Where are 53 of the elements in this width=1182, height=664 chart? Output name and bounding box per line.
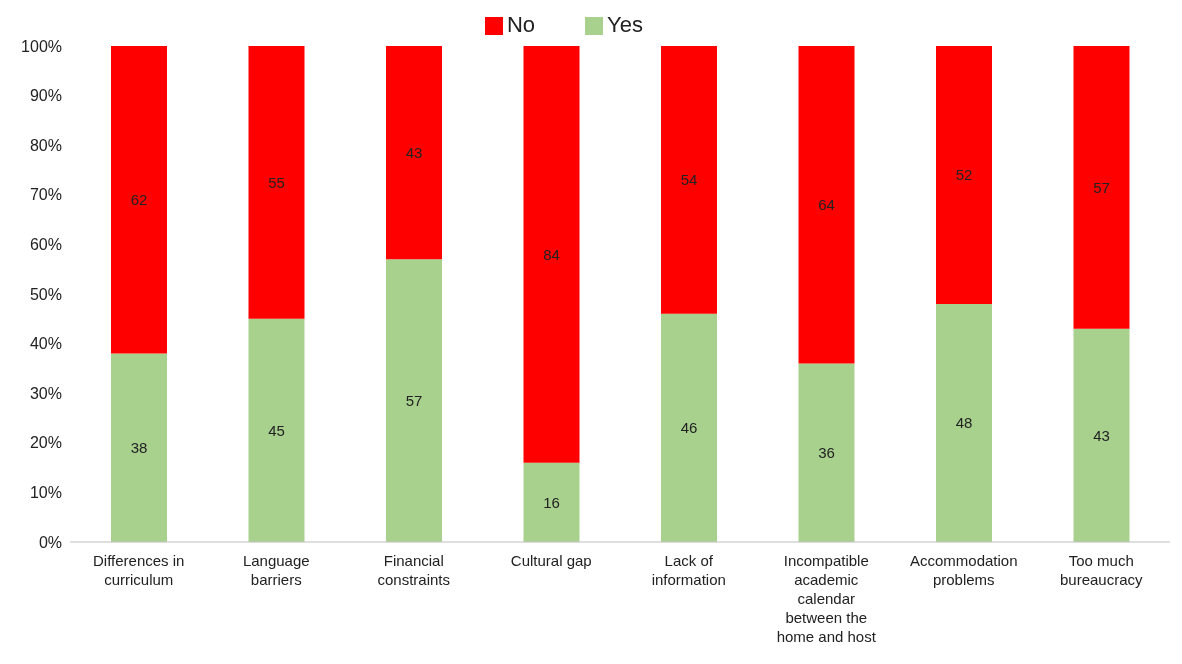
x-tick-label: Cultural gap bbox=[510, 552, 592, 569]
bar bbox=[936, 46, 992, 304]
data-label: 38 bbox=[130, 439, 148, 457]
bar bbox=[248, 318, 305, 542]
data-label: 52 bbox=[955, 166, 973, 184]
bar bbox=[936, 303, 992, 542]
y-tick-label: 10% bbox=[29, 484, 62, 502]
bar bbox=[523, 46, 580, 463]
x-tick-label: Financial constraints bbox=[377, 552, 451, 588]
bar bbox=[386, 46, 442, 260]
bar bbox=[386, 259, 442, 542]
bar bbox=[798, 46, 855, 364]
y-tick-label: 20% bbox=[29, 434, 62, 452]
data-label: 48 bbox=[955, 414, 973, 432]
data-label: 57 bbox=[1093, 178, 1110, 196]
data-label: 84 bbox=[543, 245, 560, 263]
bar bbox=[661, 46, 717, 314]
y-tick-label: 90% bbox=[29, 87, 62, 105]
data-label: 54 bbox=[680, 171, 698, 189]
legend-label: No bbox=[506, 12, 536, 37]
x-tick-label: Differences in curriculum bbox=[93, 552, 185, 588]
y-tick-label: 70% bbox=[29, 186, 62, 204]
x-tick-label: Accommodation problems bbox=[909, 552, 1018, 588]
y-tick-label: 30% bbox=[29, 384, 62, 402]
data-label: 62 bbox=[130, 191, 148, 209]
x-tick-label: Language barriers bbox=[242, 552, 310, 588]
data-label: 64 bbox=[818, 196, 835, 214]
y-tick-label: 80% bbox=[29, 136, 62, 154]
data-label: 57 bbox=[405, 391, 423, 409]
bar bbox=[111, 353, 167, 542]
y-tick-label: 40% bbox=[29, 335, 62, 353]
x-tick-label: Lack of information bbox=[651, 552, 726, 588]
data-label: 43 bbox=[405, 143, 423, 161]
y-tick-label: 60% bbox=[29, 236, 62, 254]
data-label: 16 bbox=[543, 493, 560, 511]
bar bbox=[1073, 328, 1130, 542]
data-label: 55 bbox=[268, 173, 285, 191]
bar bbox=[798, 363, 855, 542]
data-label: 43 bbox=[1093, 426, 1110, 444]
data-label: 46 bbox=[680, 419, 698, 437]
x-tick-label: Too much bureaucracy bbox=[1059, 552, 1144, 588]
data-label: 36 bbox=[818, 444, 835, 462]
legend-label: Yes bbox=[607, 12, 643, 37]
bar bbox=[523, 462, 580, 542]
y-tick-label: 100% bbox=[21, 37, 62, 55]
bar bbox=[111, 46, 167, 354]
bar bbox=[661, 313, 717, 542]
bar bbox=[1073, 46, 1130, 329]
x-tick-label: Incompatible academic calendar between the home and host bbox=[776, 552, 877, 645]
bar bbox=[248, 46, 305, 319]
data-label: 45 bbox=[268, 421, 285, 439]
y-tick-label: 50% bbox=[29, 285, 62, 303]
y-tick-label: 0% bbox=[38, 533, 62, 551]
